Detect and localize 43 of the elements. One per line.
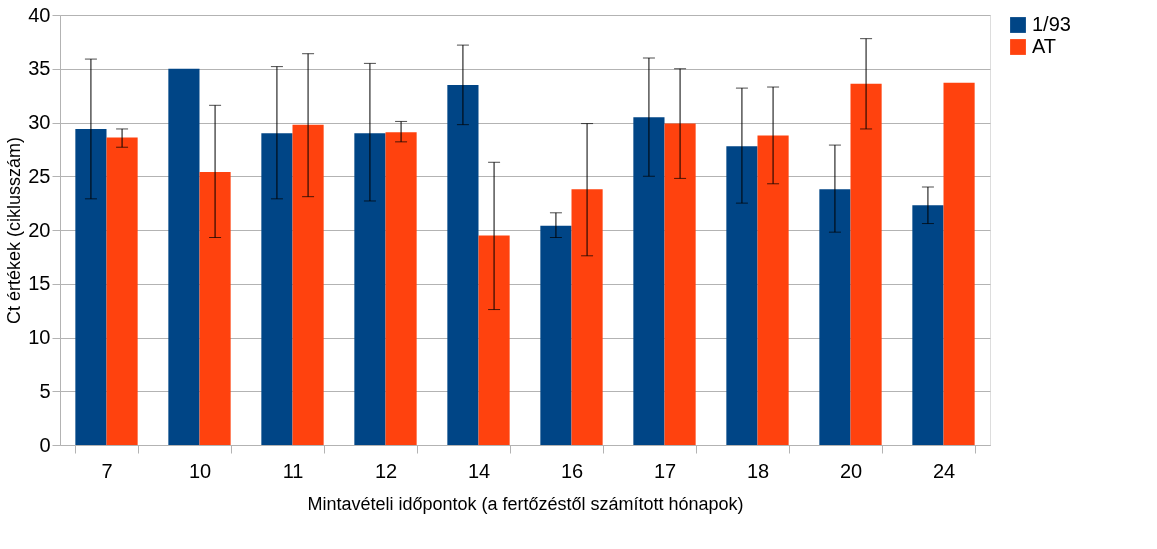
bar [726,146,758,445]
y-tick-label: 35 [28,57,51,80]
bar [478,235,510,445]
legend-label: AT [1032,35,1057,57]
bar [75,128,107,445]
bar [106,137,138,445]
x-tick-label: 11 [282,459,304,482]
bar [447,84,479,445]
y-tick-label: 10 [28,326,51,348]
x-tick-label: 24 [932,459,956,482]
y-axis-title: Ct értékek (ciklusszám) [4,136,25,325]
bar [757,135,789,445]
legend-label: 1/93 [1032,13,1071,35]
bar [819,189,851,445]
y-tick-label: 15 [28,272,51,295]
bar [912,205,944,445]
bar [354,133,386,445]
x-tick-label: 7 [101,459,113,482]
x-tick-label: 20 [839,459,863,482]
x-tick-label: 17 [653,459,677,482]
x-tick-label: 10 [188,459,212,482]
x-tick-label: 16 [560,459,584,482]
y-tick-label: 20 [28,218,51,241]
bar [850,83,882,445]
y-tick-label: 25 [28,164,51,187]
bar [571,189,603,445]
bar [540,225,572,445]
y-tick-label: 30 [28,111,51,133]
bar [633,117,665,445]
y-tick-label: 40 [28,3,51,26]
bar [664,123,696,445]
y-tick-label: 0 [39,433,51,456]
x-tick-label: 14 [467,459,491,482]
bar [168,68,200,445]
bar [292,124,324,445]
x-tick-label: 18 [746,459,770,482]
y-tick-label: 5 [39,379,51,402]
bar [943,82,975,445]
bar [385,132,417,445]
x-tick-label: 12 [374,459,398,482]
bar [199,171,231,445]
x-axis-title: Mintavételi időpontok (a fertőzéstől számított hónapok) [307,493,744,514]
bar [261,133,293,445]
